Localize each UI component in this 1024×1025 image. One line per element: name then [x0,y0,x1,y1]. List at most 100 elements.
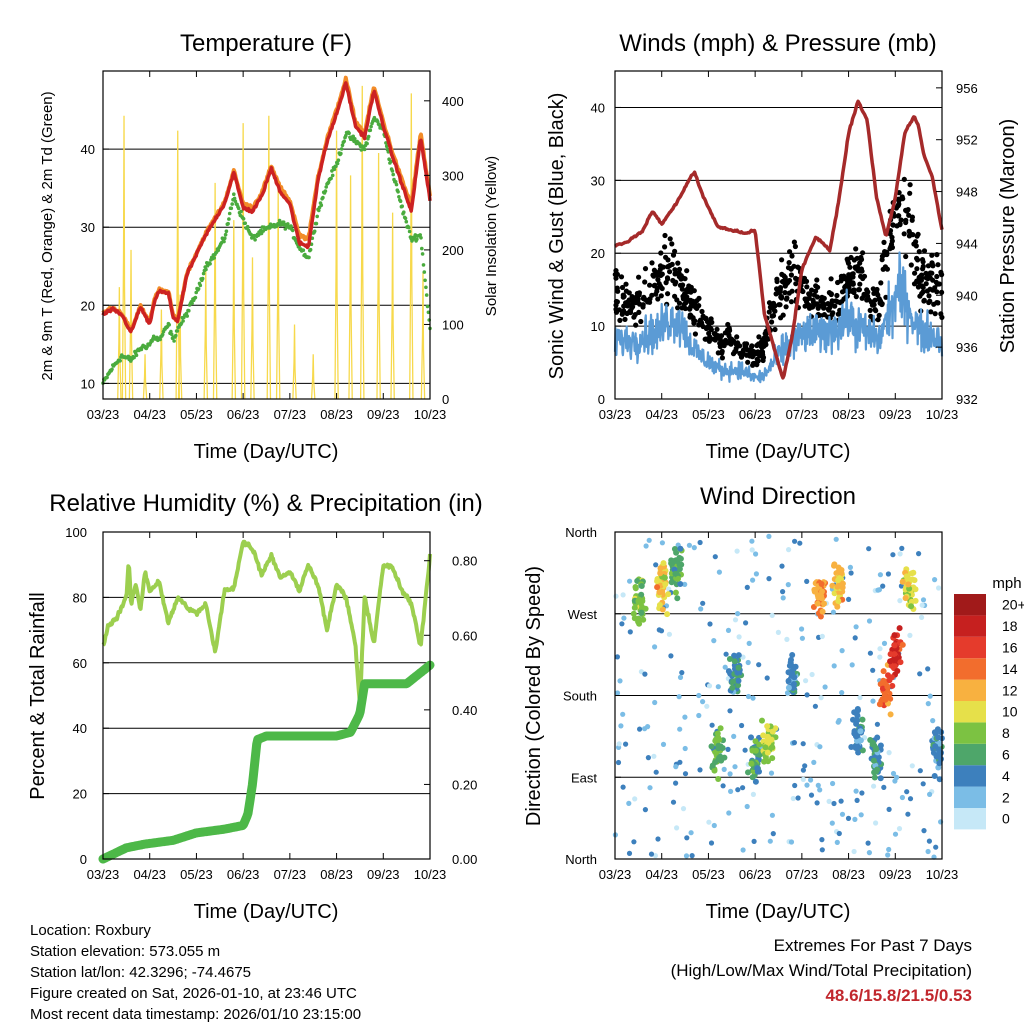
direction-point [834,603,841,610]
gust-point [923,281,929,287]
dewpoint-point [314,221,319,226]
direction-point [877,775,884,782]
gust-point [864,297,870,303]
direction-point [881,691,888,698]
direction-point [754,765,761,772]
direction-point [852,732,859,739]
direction-point [890,552,896,558]
dewpoint-point [222,239,226,244]
direction-point [668,579,675,586]
direction-point [808,792,815,798]
dewpoint-point [110,367,114,372]
direction-point [654,576,661,582]
y2-tick-label: 936 [956,340,978,355]
direction-point [753,551,759,557]
direction-point [839,690,845,696]
gust-point [670,277,676,284]
gust-point [934,300,940,306]
gust-point [725,340,731,346]
dewpoint-point [362,147,367,152]
dewpoint-point [342,139,347,144]
direction-point [819,608,826,615]
direction-point [753,571,760,577]
direction-point [764,675,770,681]
direction-point [700,600,706,606]
gust-point [688,297,694,303]
direction-point [880,668,887,675]
y-tick-label: 60 [73,656,87,671]
gust-point [672,293,678,299]
gust-point [925,263,932,269]
direction-point [676,694,682,700]
gust-point [782,290,788,296]
gust-point [930,277,936,283]
direction-point [708,840,715,846]
y2-tick-label: 200 [442,243,464,258]
gust-point [920,259,926,265]
pressure-line [614,99,944,380]
legend-swatch [954,722,986,744]
direction-point [626,850,633,857]
direction-point [764,723,771,730]
gust-point [838,276,845,282]
direction-point [730,678,736,685]
dewpoint-series [101,115,432,385]
legend-swatch [954,701,986,723]
gust-point [706,330,712,336]
x-tick-label: 07/23 [274,867,307,882]
direction-point [836,830,842,837]
gust-point [749,344,755,350]
direction-point [767,838,773,844]
direction-point [936,585,942,591]
gust-point [935,262,941,268]
dewpoint-point [423,278,427,283]
station-info: Location: Roxbury Station elevation: 573… [30,920,361,1025]
direction-point [735,664,742,671]
direction-point [887,658,894,665]
gust-point [760,357,766,364]
humidity-ylabel: Percent & Total Rainfall [27,592,49,800]
direction-point [673,549,680,556]
direction-point [627,629,633,635]
dewpoint-point [365,141,369,146]
gust-point [640,302,646,308]
direction-point [655,836,661,842]
direction-point [857,694,863,701]
direction-point [787,670,794,677]
gust-point [667,269,673,275]
direction-point [762,744,769,751]
gust-point [837,300,843,306]
direction-point [735,677,742,684]
direction-point [682,745,688,752]
direction-point [698,606,704,612]
gust-point [633,322,639,328]
direction-point [830,609,837,615]
dewpoint-point [426,310,431,315]
gust-point [756,334,762,340]
direction-point [728,788,734,795]
precip-line [98,660,435,864]
gust-point [711,336,717,342]
gust-point [789,253,795,259]
gust-point [875,317,881,323]
direction-point [897,598,903,604]
direction-point [700,699,706,705]
direction-point [917,768,923,774]
gust-point [702,315,708,322]
direction-point [752,747,759,754]
gust-point [929,270,935,276]
direction-point [785,677,792,684]
direction-point [885,852,891,858]
dewpoint-point [172,339,176,343]
direction-point [882,696,889,703]
x-tick-label: 05/23 [692,407,725,422]
gust-point [920,266,926,272]
direction-xlabel: Time (Day/UTC) [706,901,851,923]
direction-point [933,844,939,850]
direction-point [886,750,892,756]
gust-point [627,309,633,315]
winds-frame [614,70,943,400]
y-tick-label: 20 [591,246,605,261]
gust-point [715,335,722,341]
gust-point [845,258,851,264]
